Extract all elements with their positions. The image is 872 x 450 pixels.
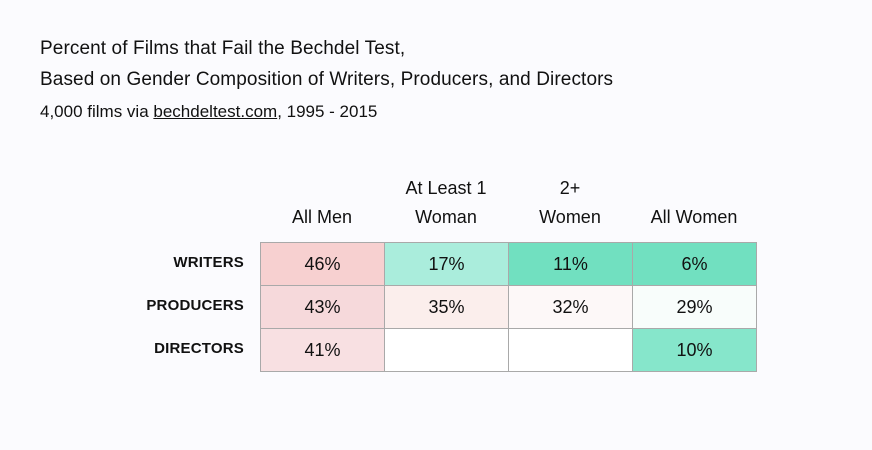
subtitle-suffix: , 1995 - 2015 bbox=[277, 102, 378, 121]
heatmap-cell: 41% bbox=[260, 328, 385, 372]
heatmap-cell: 6% bbox=[632, 242, 757, 286]
chart-subtitle: 4,000 films via bechdeltest.com, 1995 - … bbox=[40, 100, 377, 124]
subtitle-prefix: 4,000 films via bbox=[40, 102, 154, 121]
column-header: 2+ Women bbox=[508, 174, 632, 232]
heatmap-cell: 46% bbox=[260, 242, 385, 286]
column-header: All Men bbox=[260, 174, 384, 232]
column-header-line2: Woman bbox=[415, 207, 477, 227]
heatmap-cell: 10% bbox=[632, 328, 757, 372]
title-line-2: Based on Gender Composition of Writers, … bbox=[40, 69, 614, 90]
column-header-line1 bbox=[632, 174, 756, 203]
column-header-line2: All Women bbox=[650, 207, 738, 227]
title-line-1: Percent of Films that Fail the Bechdel T… bbox=[40, 38, 406, 59]
column-header-line1: 2+ bbox=[559, 178, 581, 198]
column-header-line2: Women bbox=[539, 207, 601, 227]
heatmap-grid: 46% 17% 11% 6% 43% 35% 32% 29% 41% 10% bbox=[260, 242, 757, 372]
column-header: All Women bbox=[632, 174, 756, 232]
row-label-directors: DIRECTORS bbox=[154, 340, 244, 357]
heatmap-cell: 32% bbox=[508, 285, 633, 329]
heatmap-row: 43% 35% 32% 29% bbox=[260, 285, 757, 329]
heatmap-cell bbox=[384, 328, 509, 372]
heatmap-cell: 35% bbox=[384, 285, 509, 329]
column-header-line1: At Least 1 bbox=[405, 178, 487, 198]
heatmap-cell: 11% bbox=[508, 242, 633, 286]
heatmap-cell: 17% bbox=[384, 242, 509, 286]
column-header: At Least 1 Woman bbox=[384, 174, 508, 232]
chart-title: Percent of Films that Fail the Bechdel T… bbox=[40, 33, 613, 95]
heatmap-row: 41% 10% bbox=[260, 328, 757, 372]
heatmap-cell bbox=[508, 328, 633, 372]
row-label-producers: PRODUCERS bbox=[146, 297, 244, 314]
heatmap-cell: 43% bbox=[260, 285, 385, 329]
heatmap-cell: 29% bbox=[632, 285, 757, 329]
heatmap-row: 46% 17% 11% 6% bbox=[260, 242, 757, 286]
source-link[interactable]: bechdeltest.com bbox=[153, 102, 278, 121]
row-label-writers: WRITERS bbox=[173, 254, 244, 271]
column-header-line2: All Men bbox=[291, 207, 353, 227]
column-header-line1 bbox=[260, 174, 384, 203]
